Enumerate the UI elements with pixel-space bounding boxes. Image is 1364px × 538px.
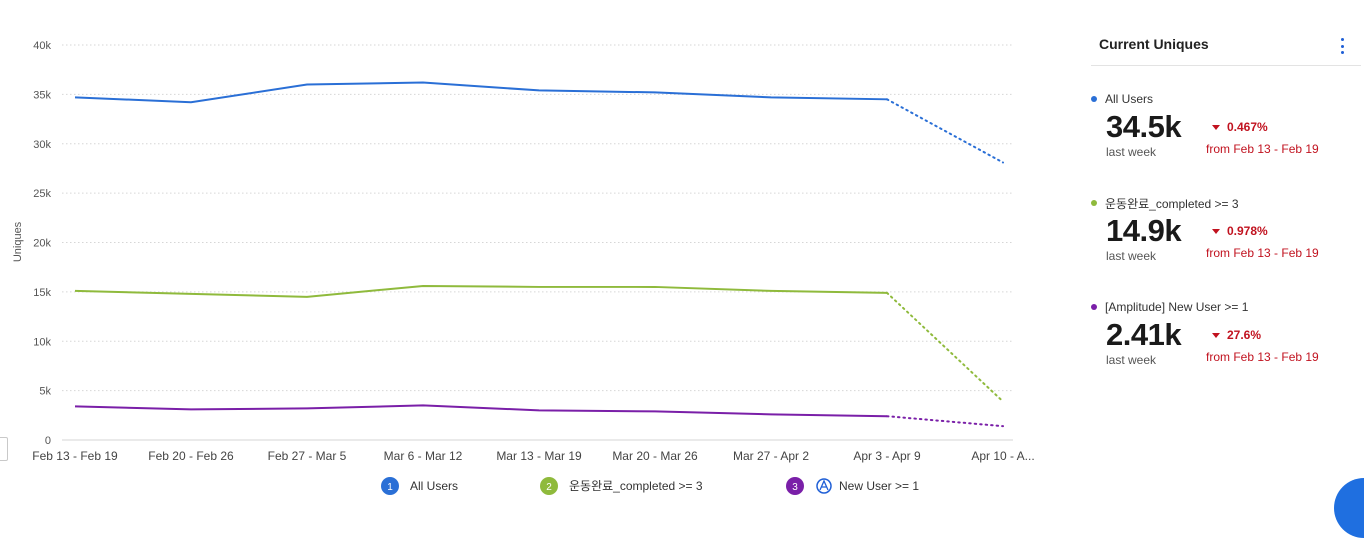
metric-change-value: 0.978% bbox=[1227, 224, 1268, 238]
legend-badge bbox=[786, 477, 804, 495]
x-tick-label: Mar 13 - Mar 19 bbox=[496, 449, 582, 463]
y-tick-label: 25k bbox=[33, 188, 51, 200]
legend-badge bbox=[381, 477, 399, 495]
y-axis-ticks: 0 5k 10k 15k 20k 25k 30k 35k 40k bbox=[33, 40, 51, 447]
metric-card: [Amplitude] New User >= 1 2.41k last week 2… bbox=[1091, 299, 1361, 379]
series-color-dot bbox=[1091, 200, 1097, 206]
legend-label: 운동완료_completed >= 3 bbox=[569, 479, 703, 493]
legend-item[interactable]: 1 All Users bbox=[381, 477, 458, 495]
metric-name-row: [Amplitude] New User >= 1 bbox=[1091, 299, 1248, 315]
legend-label: All Users bbox=[410, 479, 458, 493]
amplitude-logo-icon bbox=[816, 478, 832, 494]
y-tick-label: 40k bbox=[33, 40, 51, 52]
current-uniques-panel: Current Uniques All Users 34.5k last week 0… bbox=[1091, 0, 1364, 502]
series-lines bbox=[74, 81, 1004, 428]
y-tick-label: 0 bbox=[45, 435, 51, 447]
metric-comparison: from Feb 13 - Feb 19 bbox=[1206, 350, 1319, 364]
metric-change-value: 27.6% bbox=[1227, 328, 1262, 342]
x-tick-label: Feb 27 - Mar 5 bbox=[268, 449, 347, 463]
panel-title: Current Uniques bbox=[1099, 36, 1209, 52]
y-axis-label: Uniques bbox=[12, 221, 24, 262]
metric-name-row: All Users bbox=[1091, 91, 1153, 107]
legend-number: 3 bbox=[792, 482, 798, 493]
x-tick-label: Feb 20 - Feb 26 bbox=[148, 449, 234, 463]
series-line[interactable] bbox=[74, 404, 888, 418]
y-tick-label: 30k bbox=[33, 139, 51, 151]
x-tick-label: Mar 27 - Apr 2 bbox=[733, 449, 809, 463]
metric-period: last week bbox=[1106, 353, 1157, 367]
metric-change: 0.467% bbox=[1212, 120, 1268, 134]
y-tick-label: 20k bbox=[33, 238, 51, 250]
y-tick-label: 10k bbox=[33, 336, 51, 348]
metric-value: 2.41k bbox=[1106, 317, 1182, 352]
metric-change-value: 0.467% bbox=[1227, 120, 1268, 134]
series-line[interactable] bbox=[74, 284, 888, 298]
metric-value: 14.9k bbox=[1106, 213, 1182, 248]
series-incomplete-line[interactable] bbox=[886, 98, 1004, 164]
metric-name: All Users bbox=[1105, 92, 1154, 106]
metric-value: 34.5k bbox=[1106, 109, 1182, 144]
down-arrow-icon bbox=[1212, 228, 1220, 234]
series-color-dot bbox=[1091, 304, 1097, 310]
legend-item[interactable]: 3 New User >= 1 bbox=[786, 477, 919, 495]
metric-change: 27.6% bbox=[1212, 328, 1261, 342]
kebab-menu-icon[interactable] bbox=[1337, 38, 1347, 54]
chart-legend[interactable]: 1 All Users 2 운동완료_completed >= 3 3 New User … bbox=[381, 477, 919, 495]
metric-name-row: 운동완료_completed >= 3 bbox=[1091, 195, 1239, 211]
x-axis-ticks: Feb 13 - Feb 19 Feb 20 - Feb 26 Feb 27 - M… bbox=[32, 449, 1034, 463]
metric-comparison: from Feb 13 - Feb 19 bbox=[1206, 246, 1319, 260]
metric-name: 운동완료_completed >= 3 bbox=[1105, 196, 1239, 211]
down-arrow-icon bbox=[1212, 332, 1220, 338]
x-tick-label: Apr 3 - Apr 9 bbox=[853, 449, 921, 463]
collapsed-panel-handle[interactable] bbox=[0, 437, 8, 461]
legend-item[interactable]: 2 운동완료_completed >= 3 bbox=[540, 477, 703, 495]
gridlines bbox=[62, 44, 1013, 441]
legend-label: New User >= 1 bbox=[839, 479, 919, 493]
series-incomplete-line[interactable] bbox=[886, 291, 1004, 403]
metric-change: 0.978% bbox=[1212, 224, 1268, 238]
legend-number: 1 bbox=[387, 482, 393, 493]
metric-card: 운동완료_completed >= 3 14.9k last week 0.978% f… bbox=[1091, 195, 1361, 275]
x-tick-label: Mar 6 - Mar 12 bbox=[384, 449, 463, 463]
series-color-dot bbox=[1091, 96, 1097, 102]
series-line[interactable] bbox=[74, 81, 888, 104]
y-tick-label: 15k bbox=[33, 287, 51, 299]
metric-card: All Users 34.5k last week 0.467% from Feb 13… bbox=[1091, 91, 1361, 171]
x-tick-label: Mar 20 - Mar 26 bbox=[612, 449, 698, 463]
legend-number: 2 bbox=[546, 482, 552, 493]
series-incomplete-line[interactable] bbox=[886, 415, 1004, 428]
metric-period: last week bbox=[1106, 249, 1157, 263]
panel-header: Current Uniques bbox=[1091, 30, 1361, 66]
legend-badge bbox=[540, 477, 558, 495]
uniques-line-chart: 0 5k 10k 15k 20k 25k 30k 35k 40k Uniques Feb 13 … bbox=[12, 40, 1035, 495]
x-tick-label: Apr 10 - A... bbox=[971, 449, 1034, 463]
y-tick-label: 5k bbox=[39, 386, 51, 398]
x-tick-label: Feb 13 - Feb 19 bbox=[32, 449, 118, 463]
down-arrow-icon bbox=[1212, 124, 1220, 130]
y-tick-label: 35k bbox=[33, 89, 51, 101]
metric-name: [Amplitude] New User >= 1 bbox=[1105, 300, 1249, 314]
metric-comparison: from Feb 13 - Feb 19 bbox=[1206, 142, 1319, 156]
metric-period: last week bbox=[1106, 145, 1157, 159]
